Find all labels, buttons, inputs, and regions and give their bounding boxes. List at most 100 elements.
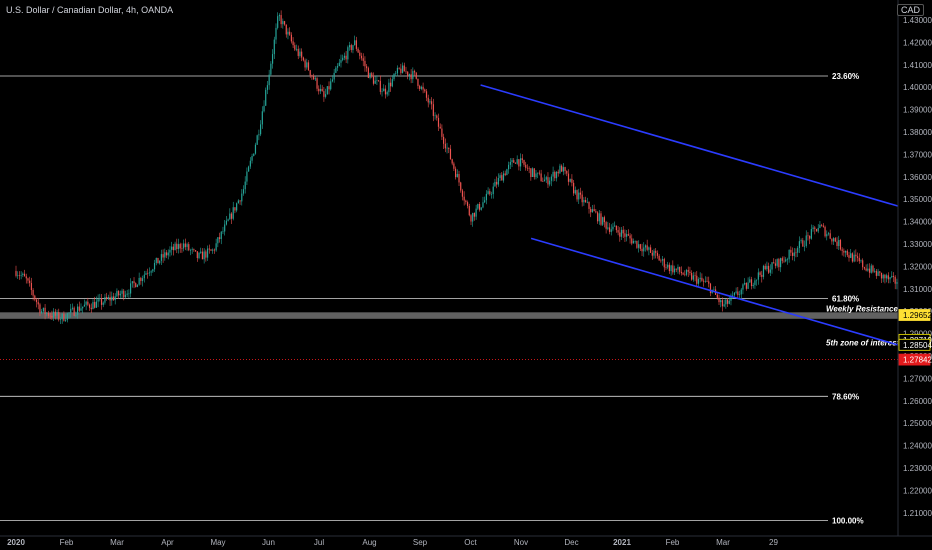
candle-body	[675, 268, 677, 270]
candle-body	[87, 301, 89, 305]
candle-body	[785, 259, 787, 262]
candle-body	[807, 235, 809, 237]
candle-body	[95, 301, 97, 308]
candle-body	[261, 111, 263, 125]
candle-body	[738, 294, 741, 296]
candle-body	[526, 167, 529, 169]
candle-body	[128, 293, 130, 295]
candle-body	[254, 144, 257, 154]
y-tick-label: 1.25000	[903, 419, 932, 428]
candle-body	[643, 247, 645, 252]
resistance-zone[interactable]	[0, 312, 898, 319]
candle-body	[94, 302, 96, 308]
candle-body	[427, 97, 429, 103]
candle-body	[542, 181, 544, 182]
price-tag	[898, 309, 931, 321]
candle-body	[547, 177, 549, 185]
candle-body	[441, 128, 443, 137]
candle-body	[71, 307, 74, 309]
fib-level-label: 23.60%	[832, 72, 859, 81]
candle-body	[179, 244, 181, 249]
candle-body	[367, 68, 369, 78]
candle-body	[525, 164, 527, 168]
candle-body	[220, 231, 222, 239]
candle-body	[106, 296, 108, 299]
candle-body	[891, 275, 893, 278]
candle-body	[783, 260, 785, 262]
candle-body	[879, 271, 881, 273]
candle-body	[47, 312, 50, 316]
candle-body	[761, 274, 763, 277]
candle-body	[827, 233, 830, 235]
candle-body	[183, 243, 185, 249]
candle-body	[395, 73, 397, 74]
candle-body	[372, 76, 375, 84]
x-tick-label: Jul	[314, 538, 324, 547]
candle-body	[49, 315, 51, 317]
candle-body	[99, 298, 101, 300]
candle-body	[114, 296, 116, 301]
candle-body	[567, 173, 570, 182]
candle-body	[333, 72, 335, 80]
candle-body	[200, 251, 202, 253]
currency-badge[interactable]: CAD	[896, 4, 924, 16]
price-axis-bg[interactable]	[898, 0, 932, 550]
candle-body	[316, 78, 318, 89]
candle-body	[839, 240, 842, 250]
candle-body	[480, 207, 482, 210]
fib-levels-layer: 23.60% 61.80% 78.60% 100.00%	[0, 72, 898, 526]
candle-body	[100, 298, 103, 305]
candle-body	[359, 52, 361, 56]
candle-body	[574, 190, 576, 194]
candle-body	[504, 173, 506, 176]
candle-body	[145, 273, 147, 275]
channel-lower-line[interactable]	[530, 237, 932, 423]
candle-body	[51, 315, 53, 318]
candle-body	[449, 148, 452, 160]
candle-body	[706, 281, 708, 282]
candle-body	[518, 159, 520, 167]
channel-layer[interactable]	[480, 84, 932, 423]
candle-body	[437, 117, 440, 127]
candle-body	[83, 304, 86, 307]
candle-body	[793, 252, 795, 256]
candle-body	[268, 74, 270, 86]
candle-body	[821, 224, 823, 226]
candle-body	[812, 227, 814, 230]
y-tick-label: 1.32000	[903, 262, 932, 271]
candle-body	[656, 252, 659, 256]
candle-body	[870, 265, 872, 273]
candle-body	[188, 244, 190, 251]
y-tick-label: 1.39000	[903, 106, 932, 115]
channel-upper-line[interactable]	[480, 84, 932, 375]
candle-body	[150, 271, 152, 273]
candle-body	[499, 175, 501, 179]
candle-body	[858, 257, 860, 262]
candle-body	[540, 173, 542, 182]
candle-body	[357, 48, 359, 53]
candle-body	[461, 190, 464, 197]
candle-body	[271, 54, 274, 64]
x-tick-label: May	[210, 538, 225, 547]
candle-body	[201, 251, 204, 260]
candle-body	[34, 295, 36, 300]
candle-body	[875, 270, 877, 276]
candle-body	[290, 34, 292, 42]
candle-body	[162, 254, 164, 258]
candle-body	[730, 295, 732, 301]
candle-body	[104, 296, 106, 303]
candle-body	[614, 225, 616, 227]
candle-body	[829, 233, 831, 239]
candle-body	[766, 265, 768, 270]
candle-body	[581, 194, 583, 203]
candle-body	[882, 274, 884, 279]
candle-body	[579, 192, 582, 195]
candle-body	[242, 189, 245, 194]
candle-body	[376, 80, 378, 81]
x-tick-label: Jun	[262, 538, 275, 547]
candle-body	[718, 297, 720, 303]
candle-body	[742, 284, 744, 290]
candle-body	[653, 250, 655, 256]
